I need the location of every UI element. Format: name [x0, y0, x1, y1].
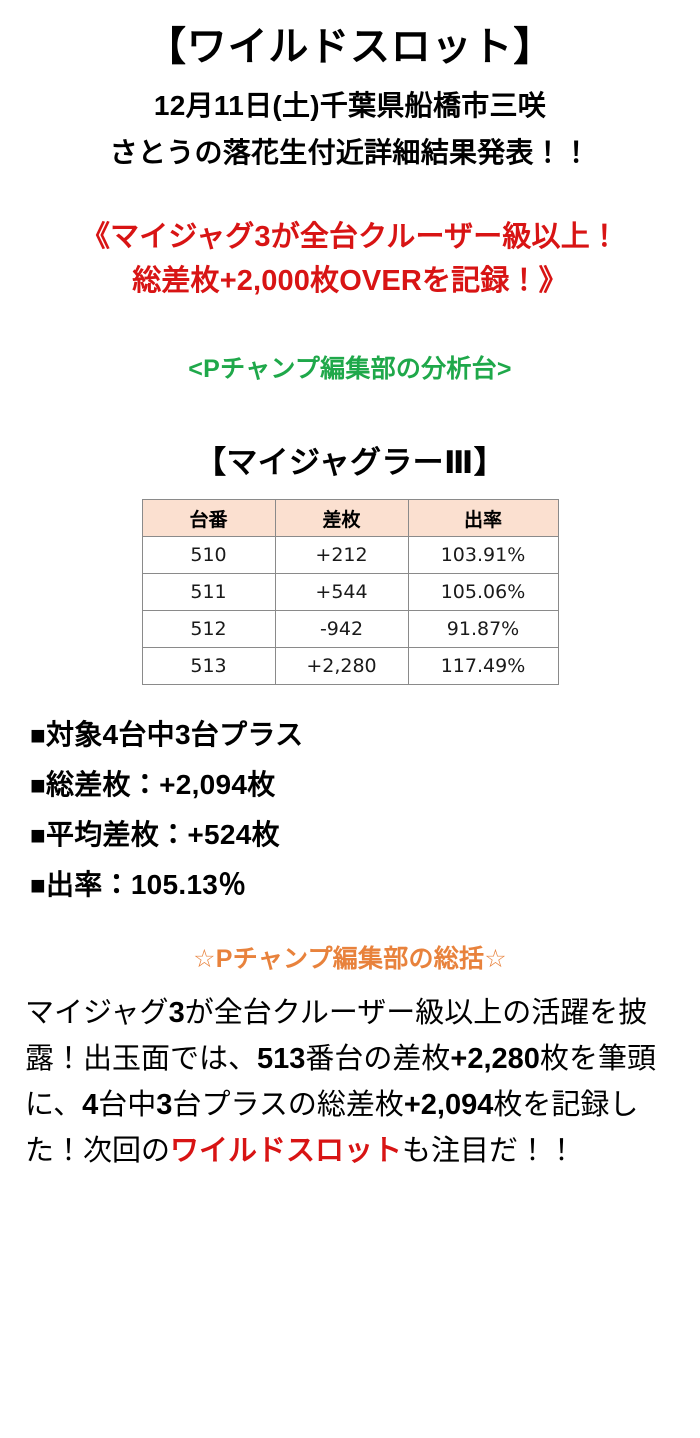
summary-number-6: +2,094 — [403, 1088, 494, 1121]
stat-text: 平均差枚：+524枚 — [45, 819, 280, 851]
summary-number-2: 513 — [257, 1043, 306, 1076]
cell-shutsuritsu: 103.91% — [407, 536, 559, 575]
summary-number-5: 3 — [156, 1088, 173, 1121]
table-row: 510 +212 103.91% — [141, 536, 559, 575]
summary-text-8: も注目だ！！ — [402, 1134, 577, 1167]
summary-text-1: マイジャグ — [25, 997, 169, 1030]
summary-text-5: 台中 — [98, 1088, 157, 1121]
machine-name-heading: 【マイジャグラーⅢ】 — [195, 445, 505, 481]
stat-text: 総差枚：+2,094枚 — [45, 769, 276, 801]
summary-stats-list: ■対象4台中3台プラス ■総差枚：+2,094枚 ■平均差枚：+524枚 ■出率… — [0, 721, 700, 899]
red-headline-line-1: 《マイジャグ3が全台クルーザー級以上！ — [81, 221, 619, 254]
page-title: 【ワイルドスロット】 — [146, 25, 554, 69]
square-bullet-icon: ■ — [30, 720, 46, 751]
bottom-spacer — [0, 1175, 700, 1223]
list-item: ■平均差枚：+524枚 — [30, 821, 700, 849]
stat-text: 対象4台中3台プラス — [45, 719, 304, 751]
results-table: 台番 差枚 出率 510 +212 103.91% 511 +544 105.0… — [141, 499, 559, 686]
cell-daiban: 513 — [141, 647, 276, 686]
summary-number-3: +2,280 — [450, 1043, 540, 1076]
analysis-section-subtitle: <Pチャンプ編集部の分析台> — [188, 355, 512, 384]
red-headline-line-2: 総差枚+2,000枚OVERを記録！》 — [132, 265, 568, 298]
cell-daiban: 510 — [141, 536, 276, 575]
cell-samai: +544 — [274, 573, 409, 612]
table-row: 513 +2,280 117.49% — [141, 647, 559, 686]
results-table-container: 台番 差枚 出率 510 +212 103.91% 511 +544 105.0… — [0, 499, 700, 686]
square-bullet-icon: ■ — [30, 820, 46, 851]
event-date-location: 12月11日(土)千葉県船橋市三咲 — [153, 90, 547, 121]
column-header-daiban: 台番 — [141, 499, 276, 538]
cell-samai: -942 — [274, 610, 409, 649]
summary-text-6: 台プラスの総差枚 — [172, 1088, 404, 1121]
result-report-page: 【ワイルドスロット】 12月11日(土)千葉県船橋市三咲 さとうの落花生付近詳細… — [0, 0, 700, 1223]
table-header-row: 台番 差枚 出率 — [141, 499, 559, 538]
square-bullet-icon: ■ — [30, 770, 46, 801]
summary-text-3: 番台の差枚 — [305, 1043, 451, 1076]
list-item: ■総差枚：+2,094枚 — [30, 771, 700, 799]
summary-text-7: 枚を記録した！次回の — [25, 1088, 639, 1167]
summary-highlight-brand: ワイルドスロット — [170, 1134, 403, 1167]
table-row: 512 -942 91.87% — [141, 610, 559, 649]
event-subtitle: さとうの落花生付近詳細結果発表！！ — [109, 136, 591, 168]
list-item: ■対象4台中3台プラス — [30, 721, 700, 749]
summary-text-2: が全台クルーザー級以上の活躍を披露！出玉面では、 — [25, 997, 648, 1076]
table-row: 511 +544 105.06% — [141, 573, 559, 612]
square-bullet-icon: ■ — [30, 870, 46, 901]
cell-daiban: 512 — [141, 610, 276, 649]
editorial-summary-body: マイジャグ3が全台クルーザー級以上の活躍を披露！出玉面では、513番台の差枚+2… — [25, 991, 675, 1174]
cell-samai: +212 — [274, 536, 409, 575]
column-header-shutsuritsu: 出率 — [407, 499, 559, 538]
red-headline: 《マイジャグ3が全台クルーザー級以上！ 総差枚+2,000枚OVERを記録！》 — [0, 215, 700, 303]
column-header-samai: 差枚 — [274, 499, 409, 538]
cell-daiban: 511 — [141, 573, 276, 612]
cell-shutsuritsu: 91.87% — [407, 610, 559, 649]
list-item: ■出率：105.13％ — [30, 871, 700, 899]
cell-shutsuritsu: 105.06% — [407, 573, 559, 612]
summary-number-1: 3 — [168, 997, 185, 1030]
summary-text-4: 枚を筆頭に、 — [25, 1043, 656, 1121]
summary-number-4: 4 — [82, 1088, 99, 1121]
stat-text: 出率：105.13％ — [45, 869, 247, 901]
cell-samai: +2,280 — [274, 647, 409, 686]
editorial-summary-heading: ☆Pチャンプ編集部の総括☆ — [193, 945, 507, 974]
page-header: 【ワイルドスロット】 12月11日(土)千葉県船橋市三咲 さとうの落花生付近詳細… — [0, 0, 700, 173]
cell-shutsuritsu: 117.49% — [407, 647, 559, 686]
